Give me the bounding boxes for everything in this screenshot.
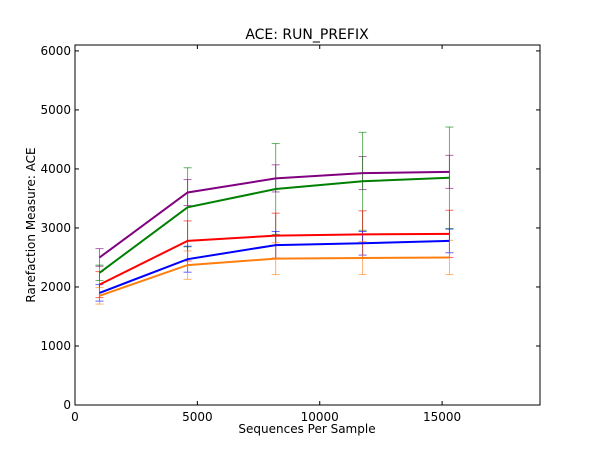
plot-area: 0 5000 10000 15000 0 1000 2000 3000 4000 5000 6000 bbox=[40, 44, 541, 424]
x-tick-label: 0 bbox=[71, 410, 79, 424]
x-axis-label: Sequences Per Sample bbox=[238, 422, 375, 436]
series-line-1 bbox=[98, 176, 450, 274]
y-tick-label: 5000 bbox=[40, 103, 71, 117]
y-tick-label: 3000 bbox=[40, 221, 71, 235]
y-axis-label: Rarefaction Measure: ACE bbox=[24, 147, 38, 302]
series-line-0 bbox=[98, 170, 450, 259]
y-tick-label: 4000 bbox=[40, 162, 71, 176]
y-tick-label: 6000 bbox=[40, 44, 71, 58]
x-tick-label: 10000 bbox=[301, 410, 339, 424]
x-tick-label: 5000 bbox=[182, 410, 213, 424]
chart-title: ACE: RUN_PREFIX bbox=[245, 27, 369, 43]
x-tick-label: 15000 bbox=[423, 410, 461, 424]
series-line-4 bbox=[99, 256, 450, 297]
axes-frame bbox=[74, 44, 541, 406]
series-line-2 bbox=[99, 232, 450, 286]
y-tick-label: 2000 bbox=[40, 280, 71, 294]
y-tick-label: 1000 bbox=[40, 339, 71, 353]
series-line-3 bbox=[99, 239, 450, 294]
y-tick-label: 0 bbox=[63, 398, 71, 412]
